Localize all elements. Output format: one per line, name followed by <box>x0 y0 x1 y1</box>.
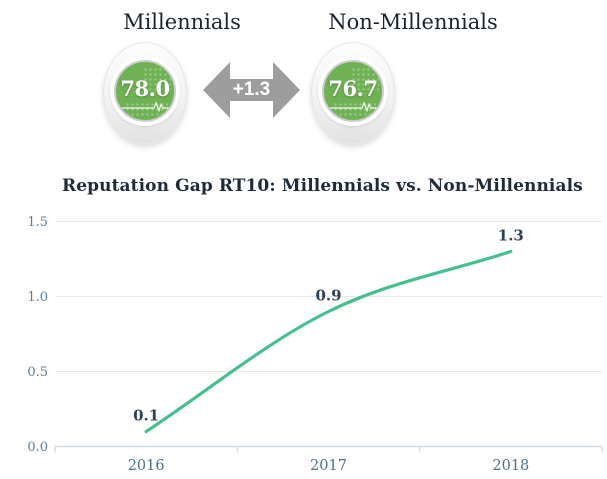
y-tick-label: 1.0 <box>27 290 48 305</box>
double-arrow-icon <box>203 62 300 118</box>
gap-value: +1.3 <box>232 79 271 100</box>
pulse-icon <box>122 101 170 112</box>
gauge-bezel: 78.0 <box>110 56 180 126</box>
data-point-label: 1.3 <box>498 227 524 245</box>
y-tick-label: 0.5 <box>27 365 48 380</box>
data-point-label: 0.1 <box>133 407 159 425</box>
dot-pattern <box>351 67 379 90</box>
gauge-bezel: 76.7 <box>318 56 388 126</box>
non-millennials-score: 76.7 <box>328 75 378 101</box>
line-chart: 0.0 0.5 1.0 1.5 2016 2017 2018 0.1 0.9 1.3 <box>27 215 603 474</box>
millennials-score: 78.0 <box>120 75 170 101</box>
x-tick-label: 2017 <box>310 458 347 474</box>
gauge-dial: 78.0 <box>114 60 176 122</box>
y-tick-label: 1.5 <box>27 215 48 230</box>
millennials-label: Millennials <box>123 10 241 34</box>
dot-pattern <box>143 67 171 90</box>
y-tick-label: 0.0 <box>27 440 48 455</box>
x-tick-label: 2018 <box>492 458 529 474</box>
millennials-gauge: 78.0 <box>103 42 187 144</box>
gauge-dial: 76.7 <box>322 60 384 122</box>
pulse-icon <box>330 101 378 112</box>
trend-line <box>144 249 513 434</box>
gap-arrow: +1.3 <box>203 62 300 118</box>
non-millennials-label: Non-Millennials <box>328 10 498 34</box>
non-millennials-gauge: 76.7 <box>311 42 395 144</box>
x-tick-label: 2016 <box>128 458 165 474</box>
chart-title: Reputation Gap RT10: Millennials vs. Non… <box>62 176 583 196</box>
data-point-label: 0.9 <box>315 287 341 305</box>
